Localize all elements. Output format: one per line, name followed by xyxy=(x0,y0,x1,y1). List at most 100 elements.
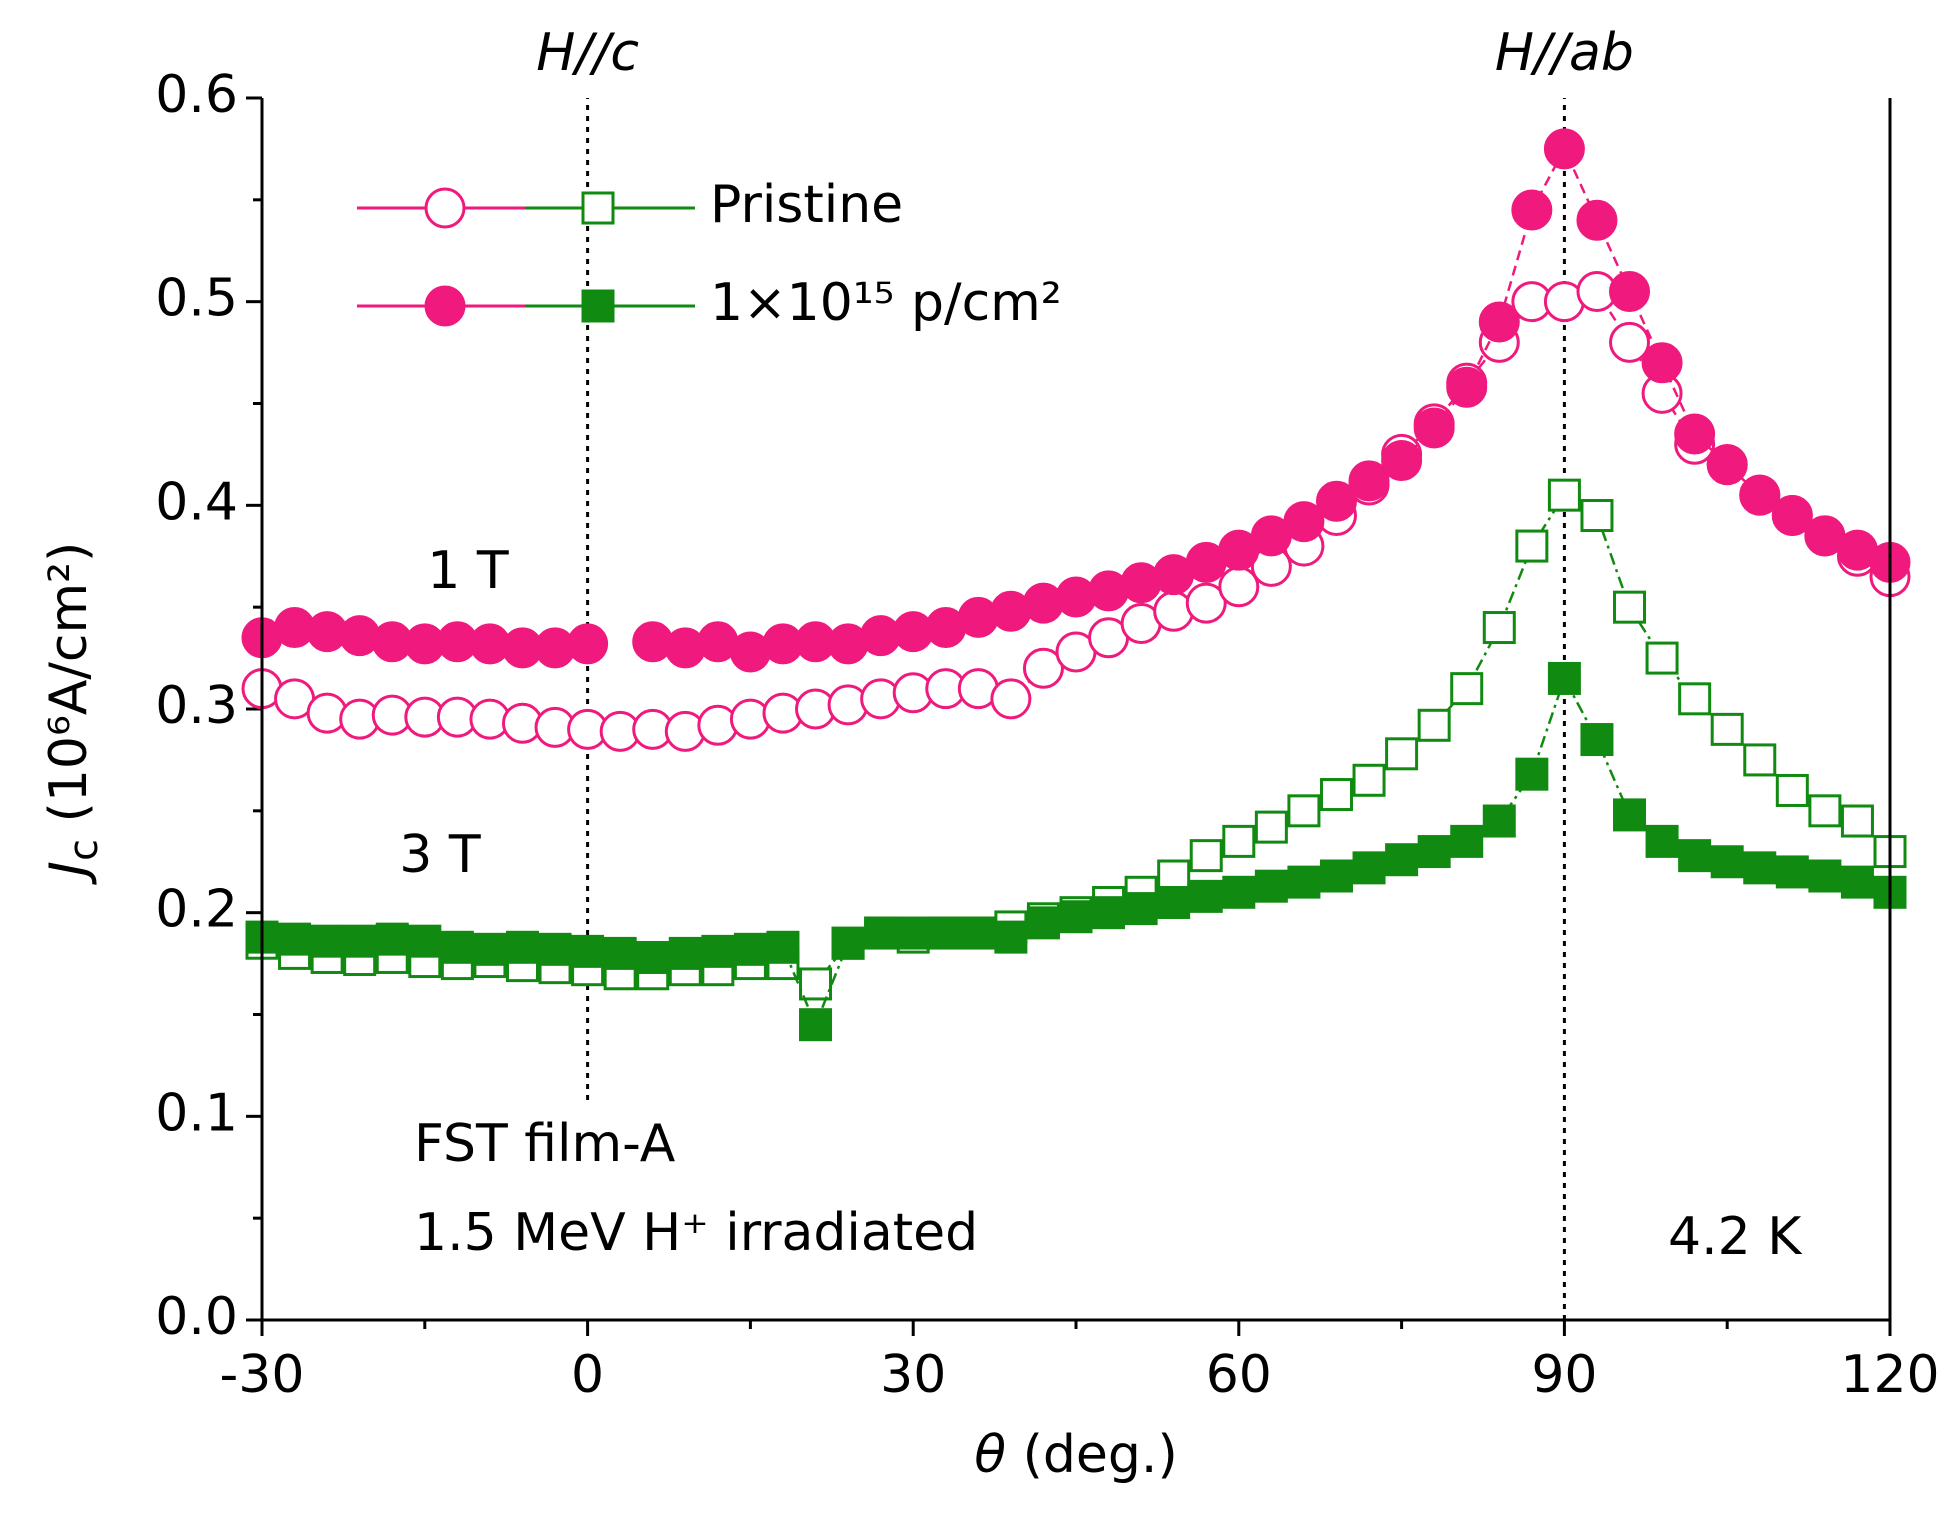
marker xyxy=(603,936,637,970)
marker xyxy=(538,932,572,966)
marker xyxy=(1580,723,1614,757)
marker xyxy=(473,932,507,966)
marker xyxy=(1189,839,1223,873)
y-tick-label: 0.1 xyxy=(155,1083,238,1143)
marker xyxy=(1678,682,1712,716)
marker xyxy=(1771,495,1813,537)
annotation: 1.5 MeV H⁺ irradiated xyxy=(414,1203,978,1263)
marker xyxy=(1674,413,1716,455)
marker xyxy=(424,285,466,327)
marker xyxy=(1222,875,1256,909)
x-tick-label: 60 xyxy=(1206,1345,1272,1405)
marker xyxy=(424,187,466,229)
reference-label: H//ab xyxy=(1495,23,1634,83)
marker xyxy=(1580,499,1614,533)
marker xyxy=(1450,824,1484,858)
y-tick-label: 0.3 xyxy=(155,676,238,736)
marker xyxy=(1092,896,1126,930)
marker xyxy=(766,930,800,964)
marker xyxy=(343,924,377,958)
marker xyxy=(1840,865,1874,899)
marker xyxy=(1348,460,1390,502)
marker xyxy=(375,922,409,956)
marker xyxy=(1417,708,1451,742)
marker xyxy=(1026,906,1060,940)
marker xyxy=(1547,478,1581,512)
marker xyxy=(408,924,442,958)
marker xyxy=(1287,865,1321,899)
y-tick-label: 0.5 xyxy=(155,269,238,329)
x-tick-label: -30 xyxy=(220,1345,305,1405)
marker xyxy=(581,191,615,225)
marker xyxy=(1739,474,1781,516)
marker xyxy=(278,922,312,956)
marker xyxy=(1840,804,1874,838)
marker xyxy=(1775,855,1809,889)
x-tick-label: 0 xyxy=(571,1345,604,1405)
marker xyxy=(1515,757,1549,791)
marker xyxy=(1613,798,1647,832)
marker xyxy=(831,926,865,960)
field-label: 1 T xyxy=(427,541,509,601)
marker xyxy=(505,930,539,964)
y-label-subscript: c xyxy=(61,839,107,861)
legend-label: Pristine xyxy=(710,175,903,235)
y-tick-label: 0.6 xyxy=(155,65,238,125)
marker xyxy=(1609,270,1651,312)
axes-frame xyxy=(260,98,1892,1322)
annotation: FST film-A xyxy=(414,1114,676,1174)
marker xyxy=(567,623,609,665)
y-axis-label: Jc (10⁶A/cm²) xyxy=(39,542,107,886)
marker xyxy=(1124,892,1158,926)
x-axis-label: θ (deg.) xyxy=(974,1425,1177,1485)
marker xyxy=(1315,480,1357,522)
marker xyxy=(1319,778,1353,812)
marker xyxy=(1319,859,1353,893)
marker xyxy=(1808,859,1842,893)
marker xyxy=(1775,773,1809,807)
marker xyxy=(1609,321,1651,363)
marker xyxy=(1613,590,1647,624)
marker xyxy=(1450,672,1484,706)
series-markers xyxy=(245,661,1907,1042)
marker xyxy=(1706,444,1748,486)
marker xyxy=(571,934,605,968)
marker xyxy=(1808,794,1842,828)
marker xyxy=(1385,737,1419,771)
marker xyxy=(1385,843,1419,877)
marker xyxy=(1157,885,1191,919)
series-markers xyxy=(241,128,1911,673)
marker xyxy=(1381,440,1423,482)
marker xyxy=(1287,794,1321,828)
marker xyxy=(1678,839,1712,873)
marker xyxy=(1576,199,1618,241)
marker xyxy=(1352,851,1386,885)
marker xyxy=(1515,529,1549,563)
marker xyxy=(668,936,702,970)
marker xyxy=(1417,835,1451,869)
marker xyxy=(799,967,833,1001)
y-tick-label: 0.2 xyxy=(155,880,238,940)
marker xyxy=(1022,647,1064,689)
x-tick-label: 120 xyxy=(1840,1345,1939,1405)
x-tick-label: 90 xyxy=(1531,1345,1597,1405)
marker xyxy=(1543,128,1585,170)
marker xyxy=(1254,869,1288,903)
field-label: 3 T xyxy=(399,825,481,885)
marker xyxy=(636,940,670,974)
marker xyxy=(1641,342,1683,384)
marker xyxy=(1352,763,1386,797)
marker xyxy=(1189,879,1223,913)
y-label-unit: (10⁶A/cm²) xyxy=(39,542,99,839)
marker xyxy=(994,920,1028,954)
y-tick-label: 0.4 xyxy=(155,472,238,532)
marker xyxy=(1743,851,1777,885)
marker xyxy=(1185,582,1227,624)
x-label-unit: (deg.) xyxy=(1006,1425,1178,1485)
marker xyxy=(1059,900,1093,934)
marker xyxy=(1254,810,1288,844)
marker xyxy=(1710,845,1744,879)
x-tick-label: 30 xyxy=(880,1345,946,1405)
marker xyxy=(1478,301,1520,343)
